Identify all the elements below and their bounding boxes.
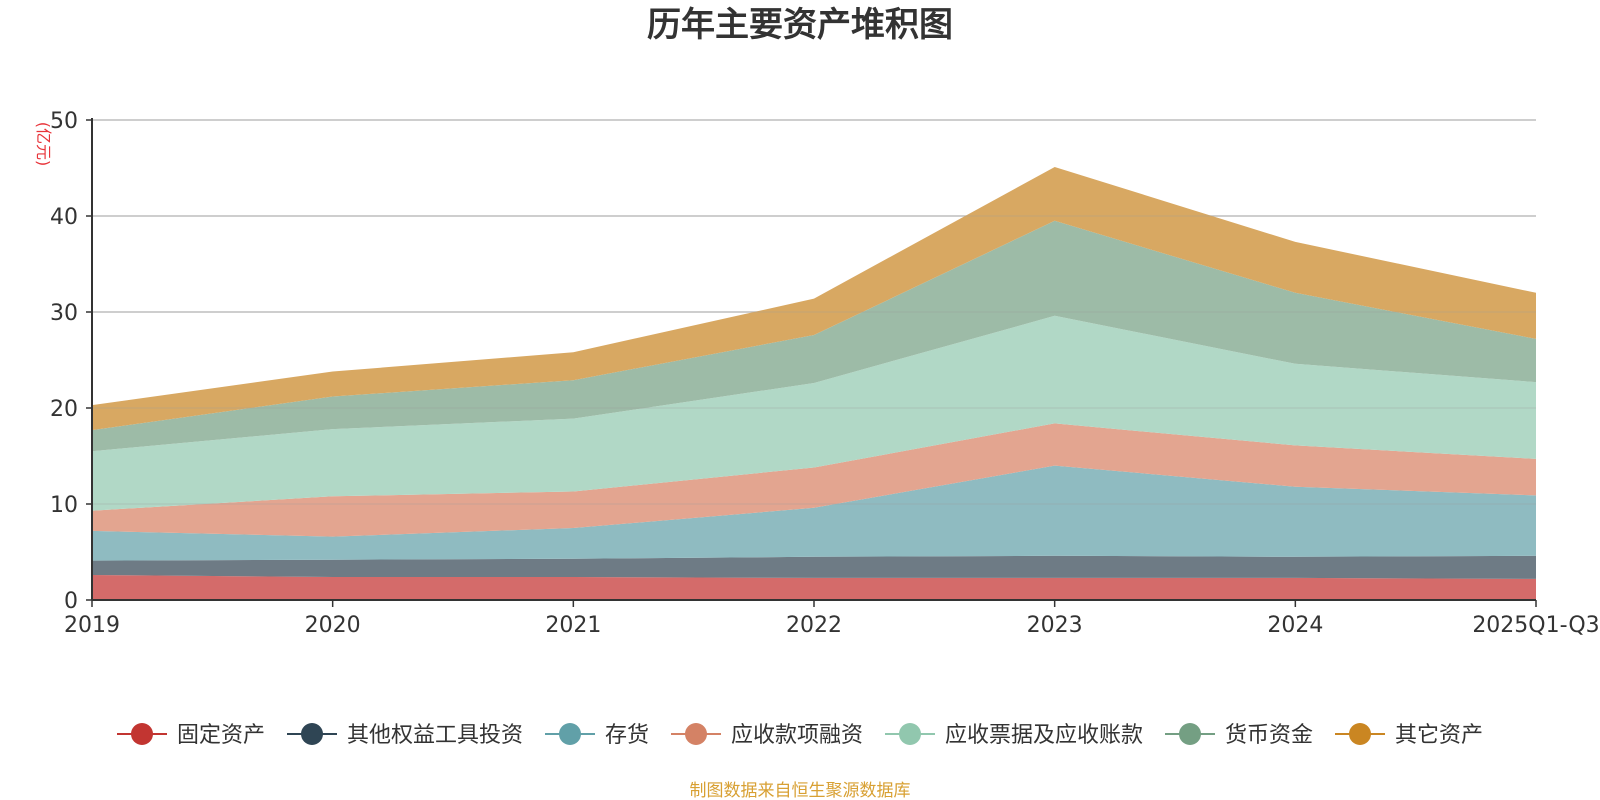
area-series-2: [92, 465, 1536, 561]
area-series-4: [92, 315, 1536, 511]
y-axis-label: (亿元): [34, 122, 53, 167]
legend[interactable]: 固定资产 其他权益工具投资 存货 应收款项融资 应收票据及应收账款 货币资金 其它资产: [117, 723, 1483, 748]
y-tick-label: 50: [50, 109, 78, 134]
y-tick-label: 10: [50, 493, 78, 518]
legend-circle-icon: [131, 723, 153, 745]
legend-label: 应收款项融资: [731, 723, 863, 748]
x-tick-label: 2021: [545, 613, 601, 638]
legend-item-3[interactable]: 应收款项融资: [671, 723, 863, 748]
data-source-footer: 制图数据来自恒生聚源数据库: [690, 781, 911, 800]
x-tick-label: 2025Q1-Q3: [1472, 613, 1599, 638]
legend-label: 应收票据及应收账款: [945, 723, 1143, 748]
legend-item-4[interactable]: 应收票据及应收账款: [885, 723, 1143, 748]
legend-circle-icon: [301, 723, 323, 745]
area-series-0: [92, 575, 1536, 600]
legend-item-1[interactable]: 其他权益工具投资: [287, 723, 523, 748]
legend-circle-icon: [899, 723, 921, 745]
legend-label: 其他权益工具投资: [347, 723, 523, 748]
legend-label: 固定资产: [177, 723, 265, 748]
area-series-6: [92, 167, 1536, 431]
legend-item-6[interactable]: 其它资产: [1335, 723, 1483, 748]
area-series-3: [92, 423, 1536, 537]
legend-item-0[interactable]: 固定资产: [117, 723, 265, 748]
stacked-areas: [92, 119, 1536, 600]
x-tick-label: 2020: [305, 613, 361, 638]
legend-item-5[interactable]: 货币资金: [1165, 723, 1313, 748]
chart-title: 历年主要资产堆积图: [647, 5, 953, 45]
legend-circle-icon: [1179, 723, 1201, 745]
y-tick-label: 20: [50, 397, 78, 422]
area-series-5: [92, 220, 1536, 452]
area-series-1: [92, 555, 1536, 579]
legend-circle-icon: [559, 723, 581, 745]
y-tick-label: 40: [50, 205, 78, 230]
y-tick-label: 30: [50, 301, 78, 326]
x-tick-label: 2024: [1267, 613, 1323, 638]
legend-item-2[interactable]: 存货: [545, 723, 649, 748]
x-tick-label: 2019: [64, 613, 120, 638]
legend-label: 存货: [605, 723, 649, 748]
legend-circle-icon: [1349, 723, 1371, 745]
axes: 0 10 20 30 40 50 2019 2020 2021 2022 2023 2024 2025Q…: [50, 109, 1600, 638]
y-tick-label: 0: [64, 589, 78, 614]
legend-circle-icon: [685, 723, 707, 745]
legend-label: 其它资产: [1395, 723, 1483, 748]
legend-label: 货币资金: [1225, 723, 1313, 748]
x-tick-label: 2023: [1027, 613, 1083, 638]
x-tick-label: 2022: [786, 613, 842, 638]
